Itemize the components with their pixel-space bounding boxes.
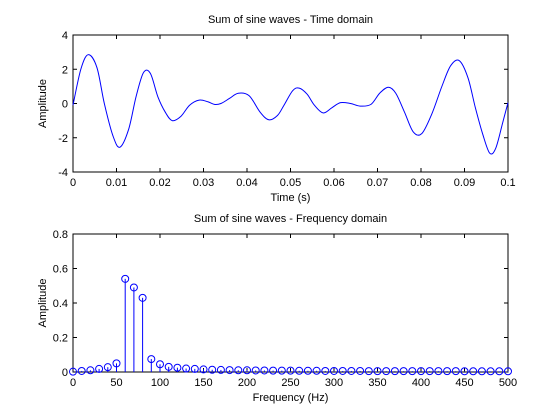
stem-marker bbox=[460, 367, 469, 376]
stem-marker bbox=[382, 367, 391, 376]
stem-marker bbox=[243, 366, 251, 375]
x-tick-label: 0.1 bbox=[500, 177, 515, 189]
stem-marker bbox=[182, 364, 191, 373]
stem-marker bbox=[251, 366, 260, 375]
stem-marker bbox=[443, 367, 452, 376]
y-axis-label: Amplitude bbox=[37, 79, 49, 128]
x-tick-label: 150 bbox=[194, 377, 212, 389]
x-tick-label: 250 bbox=[281, 377, 299, 389]
y-tick-label: 0.2 bbox=[53, 333, 68, 345]
x-tick-label: 0.02 bbox=[149, 177, 170, 189]
x-tick-label: 0 bbox=[70, 377, 76, 389]
x-tick-label: 450 bbox=[455, 377, 473, 389]
stem-marker bbox=[373, 367, 382, 376]
stem-marker bbox=[95, 364, 104, 373]
stem-marker bbox=[112, 359, 121, 368]
stem-marker bbox=[347, 366, 356, 375]
stem-marker bbox=[286, 366, 295, 375]
stem-marker bbox=[338, 366, 347, 375]
chart-title: Sum of sine waves - Time domain bbox=[208, 14, 373, 26]
x-tick-label: 0.04 bbox=[236, 177, 257, 189]
stem-marker bbox=[477, 367, 486, 376]
stem-marker bbox=[190, 364, 199, 373]
stem-marker bbox=[234, 366, 243, 375]
stem-marker bbox=[156, 360, 164, 369]
chart-title: Sum of sine waves - Frequency domain bbox=[194, 213, 387, 225]
stem-marker bbox=[208, 365, 217, 374]
stem-marker bbox=[408, 367, 417, 376]
stem-marker bbox=[303, 366, 312, 375]
stem-marker bbox=[147, 355, 156, 364]
stem-marker bbox=[321, 366, 330, 375]
stem-marker bbox=[504, 367, 512, 376]
stem-marker bbox=[417, 367, 425, 376]
x-tick-label: 350 bbox=[368, 377, 386, 389]
y-tick-label: -2 bbox=[58, 133, 68, 145]
y-tick-label: 2 bbox=[62, 64, 68, 76]
frequency-domain-plot: 0 50 100 150 200 250 300 350 400 450 500 0 0.2 0.4 0.6… bbox=[37, 213, 517, 404]
stem-marker bbox=[121, 274, 130, 283]
stem-marker bbox=[330, 366, 338, 375]
x-tick-label: 0 bbox=[70, 177, 76, 189]
stem-marker bbox=[103, 363, 112, 372]
stem-marker bbox=[86, 366, 95, 375]
x-tick-label: 0.01 bbox=[106, 177, 127, 189]
y-tick-label: 0 bbox=[62, 367, 68, 379]
x-axis-label: Frequency (Hz) bbox=[253, 392, 329, 404]
stem-marker bbox=[277, 366, 286, 375]
signal-line bbox=[72, 54, 509, 155]
stem-marker bbox=[225, 366, 234, 375]
stem-marker bbox=[295, 366, 304, 375]
stem-marker bbox=[399, 367, 408, 376]
x-tick-label: 0.03 bbox=[193, 177, 214, 189]
y-tick-label: -4 bbox=[58, 167, 68, 179]
stem-marker bbox=[451, 367, 460, 376]
stem-marker bbox=[425, 367, 434, 376]
axes-frame bbox=[72, 34, 509, 173]
x-tick-label: 500 bbox=[499, 377, 517, 389]
axes-frame bbox=[72, 233, 509, 373]
y-tick-label: 0.8 bbox=[53, 229, 68, 241]
stem-marker bbox=[312, 366, 321, 375]
stem-marker bbox=[434, 367, 443, 376]
x-tick-label: 0.05 bbox=[280, 177, 301, 189]
y-tick-label: 0 bbox=[62, 99, 68, 111]
x-tick-label: 50 bbox=[110, 377, 122, 389]
x-tick-label: 0.07 bbox=[367, 177, 388, 189]
stem-marker bbox=[69, 367, 77, 376]
x-axis-label: Time (s) bbox=[271, 192, 311, 204]
stem-marker bbox=[269, 366, 278, 375]
stem-marker bbox=[469, 367, 478, 376]
stem-marker bbox=[129, 283, 138, 292]
stem-marker bbox=[173, 363, 182, 372]
stem-marker bbox=[364, 367, 373, 376]
stem-marker bbox=[216, 365, 225, 374]
stem-marker bbox=[495, 367, 504, 376]
stem-marker bbox=[77, 366, 86, 375]
x-tick-label: 0.08 bbox=[410, 177, 431, 189]
time-domain-plot: 0 0.01 0.02 0.03 0.04 0.05 0.06 0.07 0.08 0.09 0.1… bbox=[37, 14, 516, 204]
y-axis-label: Amplitude bbox=[37, 279, 49, 328]
x-tick-label: 400 bbox=[412, 377, 430, 389]
y-tick-label: 0.6 bbox=[53, 264, 68, 276]
x-tick-label: 100 bbox=[151, 377, 169, 389]
y-tick-label: 4 bbox=[62, 30, 68, 42]
stem-marker bbox=[138, 293, 147, 302]
y-tick-label: 0.4 bbox=[53, 298, 68, 310]
x-tick-label: 0.06 bbox=[323, 177, 344, 189]
stem-marker bbox=[390, 367, 399, 376]
x-tick-label: 200 bbox=[238, 377, 256, 389]
stem-marker bbox=[486, 367, 495, 376]
x-tick-label: 300 bbox=[325, 377, 343, 389]
x-tick-label: 0.09 bbox=[454, 177, 475, 189]
stem-marker bbox=[199, 365, 208, 374]
stem-marker bbox=[164, 362, 173, 371]
stem-marker bbox=[356, 366, 365, 375]
stem-marker bbox=[260, 366, 269, 375]
